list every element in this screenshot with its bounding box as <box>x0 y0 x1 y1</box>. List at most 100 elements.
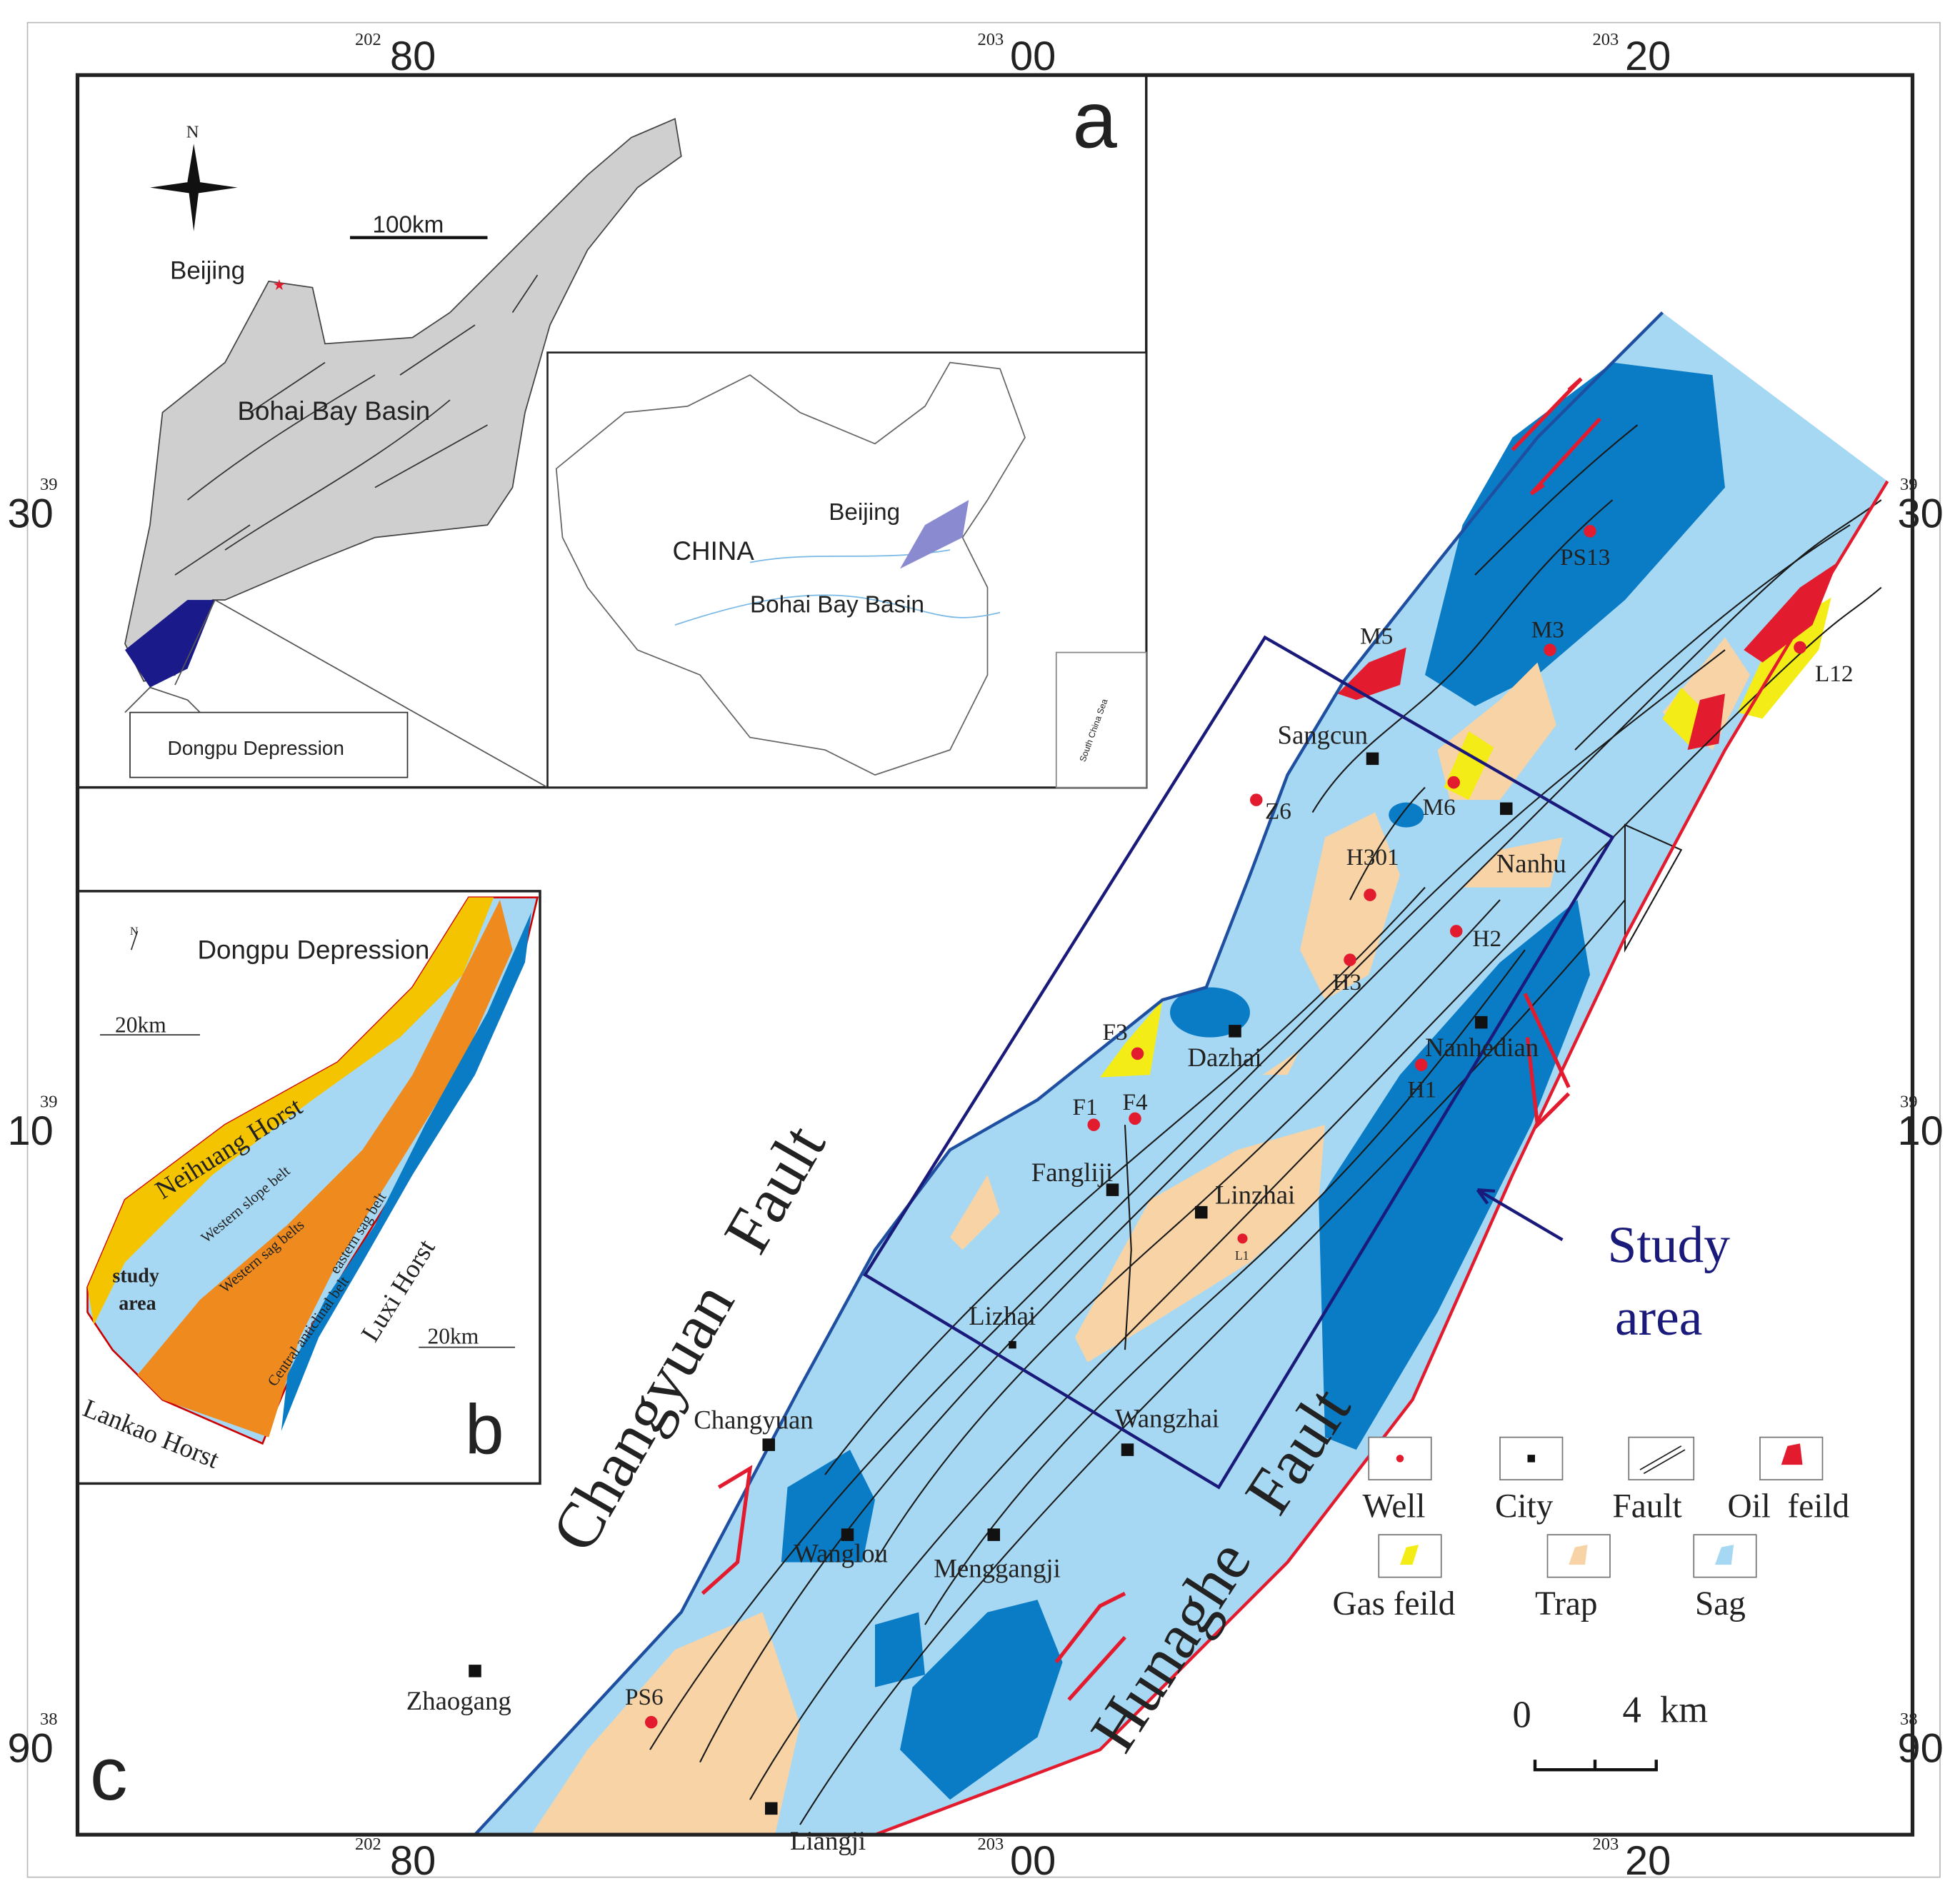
well-markers-item <box>1794 641 1806 654</box>
label: F3 <box>1103 1019 1128 1045</box>
eastern-sag <box>281 912 531 1431</box>
faults-item <box>699 499 1882 1763</box>
label: 20 <box>1625 1838 1671 1884</box>
label: 30 <box>1898 491 1944 537</box>
label: 38 <box>1900 1710 1918 1729</box>
trap-item <box>1300 812 1400 1000</box>
label: 39 <box>1900 475 1918 494</box>
faults-item <box>1349 786 1426 901</box>
city-markers-item <box>469 1665 481 1677</box>
label: Bohai Bay Basin <box>238 396 431 426</box>
legend-swatches-item <box>1400 1545 1419 1565</box>
label: Well <box>1363 1488 1426 1525</box>
city-markers-item <box>1500 802 1513 816</box>
label: b <box>465 1390 504 1468</box>
compass-item <box>150 144 238 231</box>
label: 20km <box>115 1013 166 1038</box>
label: 39 <box>40 1093 58 1112</box>
label: M6 <box>1423 794 1456 821</box>
fault-arrows-item <box>1511 377 1583 451</box>
trap-item <box>950 1175 1000 1250</box>
label: 10 <box>1898 1108 1944 1154</box>
faults-item <box>1311 499 1614 813</box>
label: Wanglou <box>794 1539 888 1568</box>
label: CHINA <box>673 536 755 566</box>
label: 100km <box>373 212 444 239</box>
city-markers-item <box>765 1802 778 1815</box>
well-markers-item <box>1415 1058 1428 1071</box>
map-frame <box>75 73 1915 1837</box>
label: c <box>90 1732 128 1816</box>
city-markers-item <box>1195 1205 1208 1219</box>
label: Sag <box>1695 1585 1746 1622</box>
fault-arrows-item <box>1054 1592 1126 1664</box>
label: Gas feild <box>1333 1585 1456 1622</box>
city-markers-item <box>1106 1183 1119 1196</box>
scale-bar <box>1533 1760 1658 1772</box>
label: 203 <box>978 1835 1004 1854</box>
label: 80 <box>390 34 436 79</box>
faults-item <box>1574 524 1851 751</box>
oil-field-item <box>1744 562 1838 663</box>
trap-item <box>1075 1125 1325 1363</box>
city-markers-item <box>1475 1015 1488 1029</box>
label: 20 <box>1625 34 1671 79</box>
label: Dazhai <box>1188 1043 1262 1072</box>
well-markers-item <box>1237 1233 1248 1244</box>
city-markers-item <box>1121 1443 1134 1456</box>
city-markers-item <box>1229 1025 1241 1038</box>
label: M3 <box>1531 617 1564 643</box>
label: H3 <box>1333 969 1362 995</box>
trap-item <box>1462 837 1563 888</box>
label: N <box>130 926 139 938</box>
city-markers-item <box>1366 752 1379 766</box>
deep-sag-item <box>875 1612 925 1687</box>
faults-item <box>874 899 1501 1563</box>
label: Dongpu Depression <box>168 737 345 759</box>
study-area-arrow <box>1476 1188 1564 1242</box>
faults-item <box>1474 424 1639 576</box>
city-markers <box>469 752 1513 1815</box>
label: study <box>113 1265 159 1288</box>
label: 39 <box>1900 1093 1918 1112</box>
study-area-box <box>862 635 1615 1490</box>
label: Beijing <box>170 256 245 284</box>
label: F1 <box>1073 1094 1098 1120</box>
faults-item <box>1124 1125 1132 1350</box>
well-markers-item <box>1087 1118 1100 1131</box>
fault-arrows-item <box>1525 1037 1571 1129</box>
central-anticlinal <box>137 900 513 1438</box>
well-markers-item <box>1450 925 1463 938</box>
city-markers-item <box>762 1438 775 1451</box>
legend-swatches-item <box>1396 1455 1404 1463</box>
basin <box>469 311 1889 1837</box>
fault-arrows <box>701 377 1601 1701</box>
dongpu-depression-area <box>125 600 215 688</box>
label: Fault <box>1613 1488 1682 1525</box>
basin-faults <box>174 274 539 576</box>
fault-arrows-item <box>1529 417 1601 496</box>
label: Trap <box>1535 1585 1598 1622</box>
faults <box>649 424 1882 1825</box>
label: a <box>1073 76 1118 165</box>
callout-lines <box>124 598 548 788</box>
western-boundary <box>474 311 1664 1836</box>
label: area <box>1615 1288 1702 1346</box>
label: Fangliji <box>1031 1158 1113 1187</box>
faults-item <box>749 586 1882 1800</box>
legend-swatches-item <box>1781 1443 1803 1465</box>
label: Menggangji <box>934 1554 1061 1583</box>
label: 20km <box>428 1323 479 1348</box>
label: Zhaogang <box>406 1686 511 1715</box>
label: 202 <box>355 1835 381 1854</box>
label: 203 <box>1593 30 1619 49</box>
legend <box>1368 1436 1824 1578</box>
well-markers <box>645 525 1806 1729</box>
legend-swatches-item <box>1569 1545 1588 1565</box>
label: Oil feild <box>1728 1488 1850 1525</box>
basin-faults-item <box>174 274 539 576</box>
label: Nanhu <box>1496 849 1566 878</box>
well-markers-item <box>1131 1047 1144 1060</box>
well-markers-item <box>1344 953 1356 966</box>
